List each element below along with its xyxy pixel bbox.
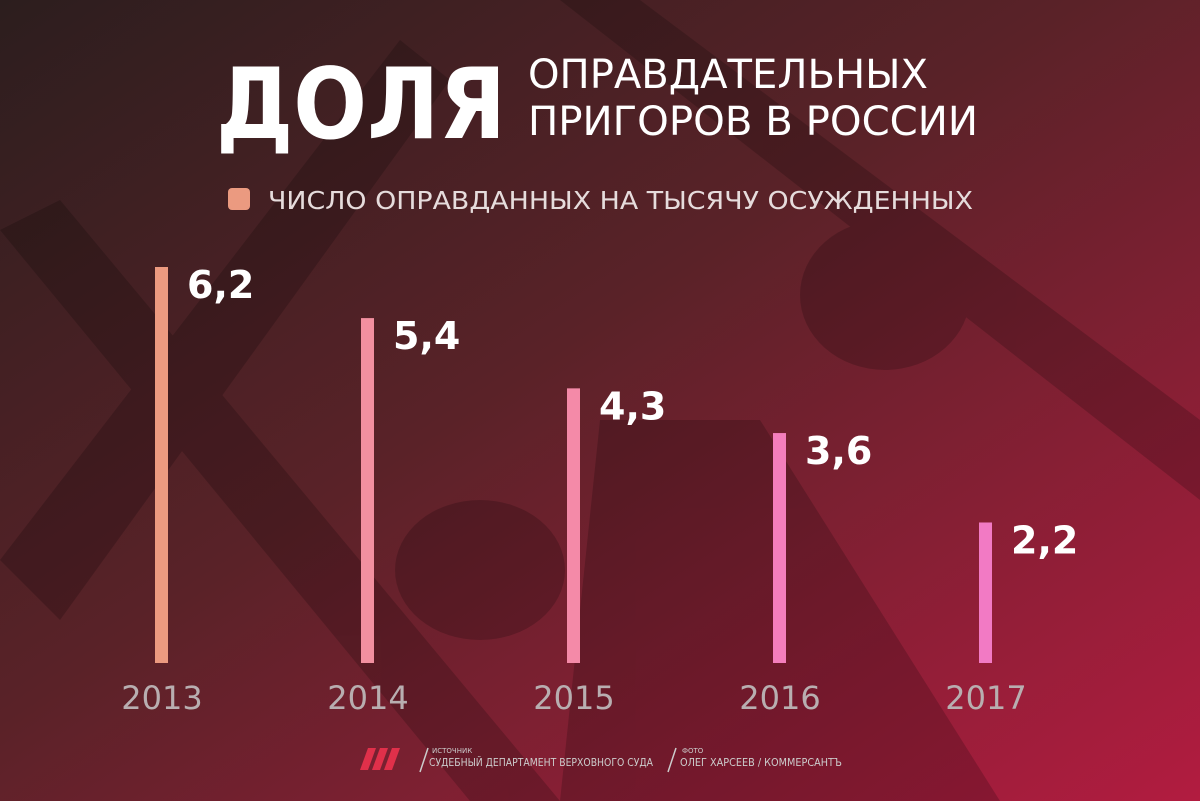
- separator: [419, 747, 429, 773]
- subtitle: ПРИГОРОВ В РОССИИ: [528, 99, 978, 145]
- x-tick-label: 2016: [739, 679, 820, 717]
- source-label: ИСТОЧНИК: [432, 747, 472, 755]
- value-label: 4,3: [599, 384, 666, 428]
- legend-swatch: [228, 188, 250, 210]
- x-tick-label: 2015: [533, 679, 614, 717]
- bar: [361, 318, 374, 663]
- chart-title: ДОЛЯ: [216, 48, 506, 162]
- x-tick-label: 2014: [327, 679, 408, 717]
- photo-text: ОЛЕГ ХАРСЕЕВ / КОММЕРСАНТЪ: [680, 756, 842, 769]
- x-tick-label: 2013: [121, 679, 202, 717]
- value-label: 3,6: [805, 429, 872, 473]
- logo: [360, 748, 400, 770]
- footer: ИСТОЧНИК СУДЕБНЫЙ ДЕПАРТАМЕНТ ВЕРХОВНОГО…: [360, 747, 842, 773]
- value-label: 5,4: [393, 314, 460, 358]
- photo-label: ФОТО: [682, 747, 704, 755]
- x-tick-label: 2017: [945, 679, 1026, 717]
- subtitle: ОПРАВДАТЕЛЬНЫХ: [528, 52, 928, 98]
- bar: [567, 388, 580, 663]
- separator: [667, 747, 677, 773]
- source-text: СУДЕБНЫЙ ДЕПАРТАМЕНТ ВЕРХОВНОГО СУДА: [429, 756, 653, 769]
- bar: [773, 433, 786, 663]
- bar: [979, 522, 992, 663]
- value-label: 2,2: [1011, 518, 1078, 562]
- legend-label: ЧИСЛО ОПРАВДАННЫХ НА ТЫСЯЧУ ОСУЖДЕННЫХ: [268, 186, 973, 215]
- bar: [155, 267, 168, 663]
- value-label: 6,2: [187, 263, 254, 307]
